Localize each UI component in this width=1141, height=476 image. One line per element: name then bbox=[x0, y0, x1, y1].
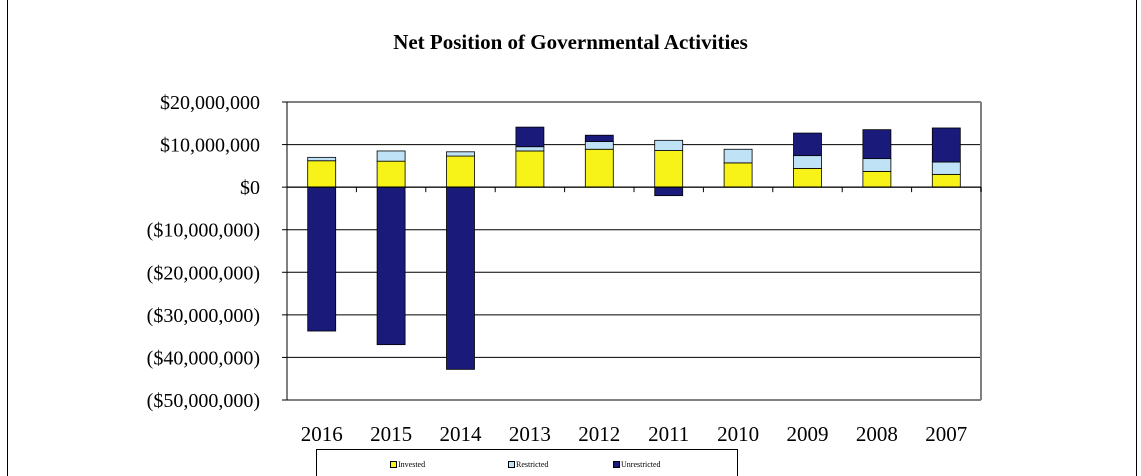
bar-restricted-2016 bbox=[307, 156, 337, 162]
legend-label-unrestricted: Unrestricted bbox=[621, 460, 661, 469]
bar-invested-2014 bbox=[446, 155, 475, 188]
bar-invested-2007 bbox=[931, 173, 961, 188]
bar-invested-2011 bbox=[654, 150, 684, 188]
bar-restricted-2013 bbox=[515, 146, 545, 152]
legend-swatch-restricted bbox=[508, 461, 515, 468]
legend-item-restricted: Restricted bbox=[508, 460, 548, 469]
legend: Invested Restricted Unrestricted bbox=[316, 449, 738, 476]
legend-label-restricted: Restricted bbox=[516, 460, 549, 469]
legend-item-unrestricted: Unrestricted bbox=[613, 460, 661, 469]
y-tick-label: $20,000,000 bbox=[160, 92, 260, 114]
bar-unrestricted-2016 bbox=[307, 186, 337, 332]
bar-restricted-2007 bbox=[931, 161, 961, 175]
legend-item-invested: Invested bbox=[390, 460, 425, 469]
bar-unrestricted-2009 bbox=[793, 132, 822, 157]
legend-swatch-invested bbox=[390, 461, 397, 468]
x-tick-label: 2009 bbox=[787, 422, 829, 446]
y-tick-label: ($20,000,000) bbox=[147, 262, 260, 284]
bar-invested-2016 bbox=[307, 160, 337, 188]
bar-invested-2008 bbox=[862, 170, 892, 188]
bar-invested-2015 bbox=[376, 160, 406, 188]
bar-restricted-2014 bbox=[446, 151, 475, 157]
bar-unrestricted-2008 bbox=[862, 129, 892, 160]
y-tick-label: $10,000,000 bbox=[160, 135, 260, 157]
bar-restricted-2012 bbox=[584, 141, 614, 150]
y-tick-label: ($10,000,000) bbox=[147, 220, 260, 242]
chart-title: Net Position of Governmental Activities bbox=[393, 30, 748, 54]
x-tick-label: 2016 bbox=[301, 422, 343, 446]
bar-unrestricted-2011 bbox=[654, 186, 684, 197]
bar-invested-2009 bbox=[793, 168, 822, 188]
x-tick-label: 2007 bbox=[925, 422, 967, 446]
y-tick-label: ($30,000,000) bbox=[147, 305, 260, 327]
x-tick-label: 2012 bbox=[578, 422, 620, 446]
x-tick-label: 2014 bbox=[440, 422, 483, 446]
x-tick-label: 2008 bbox=[856, 422, 898, 446]
bar-unrestricted-2015 bbox=[376, 186, 406, 346]
bar-restricted-2008 bbox=[862, 158, 892, 172]
chart-frame bbox=[7, 0, 1137, 476]
bar-unrestricted-2012 bbox=[584, 134, 614, 142]
bar-restricted-2015 bbox=[376, 150, 406, 162]
x-tick-label: 2013 bbox=[509, 422, 551, 446]
bar-restricted-2010 bbox=[723, 148, 753, 164]
x-tick-label: 2010 bbox=[717, 422, 759, 446]
bar-unrestricted-2014 bbox=[446, 186, 475, 370]
bar-invested-2012 bbox=[584, 148, 614, 188]
legend-swatch-unrestricted bbox=[613, 461, 620, 468]
x-tick-label: 2015 bbox=[370, 422, 412, 446]
bar-unrestricted-2013 bbox=[515, 126, 545, 148]
bar-restricted-2009 bbox=[793, 155, 822, 169]
bar-unrestricted-2007 bbox=[931, 127, 961, 163]
bar-invested-2010 bbox=[723, 162, 753, 188]
bar-restricted-2011 bbox=[654, 139, 684, 151]
x-tick-label: 2011 bbox=[648, 422, 689, 446]
y-tick-label: $0 bbox=[240, 177, 260, 199]
y-tick-label: ($40,000,000) bbox=[147, 347, 260, 369]
y-tick-label: ($50,000,000) bbox=[147, 390, 260, 412]
bar-invested-2013 bbox=[515, 150, 545, 188]
legend-label-invested: Invested bbox=[398, 460, 426, 469]
